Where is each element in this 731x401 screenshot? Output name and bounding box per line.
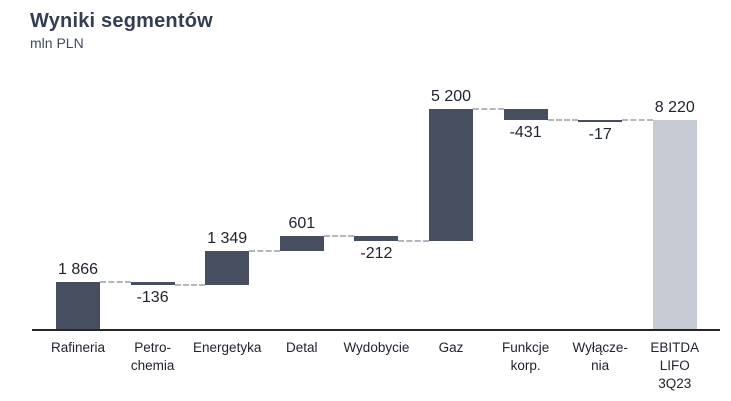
- category-label-3: Detal: [286, 340, 318, 355]
- category-label-1: Petro- chemia: [130, 340, 175, 373]
- value-label-7: -17: [588, 126, 612, 144]
- connector-4: [398, 239, 429, 242]
- value-label-3: 601: [288, 214, 316, 232]
- category-label-8: EBITDA LIFO 3Q23: [650, 340, 700, 391]
- category-label-5: Gaz: [438, 340, 464, 355]
- category-label-6: Funkcje korp.: [501, 340, 550, 373]
- value-label-6: -431: [509, 123, 542, 141]
- value-label-4: -212: [360, 244, 393, 262]
- bar-7: [578, 119, 623, 123]
- bar-2: [205, 250, 250, 286]
- value-label-8: 8 220: [654, 99, 695, 117]
- bar-8: [652, 120, 697, 329]
- connector-1: [174, 284, 206, 287]
- chart-header: Wyniki segmentów mln PLN: [30, 10, 213, 51]
- bar-3: [279, 235, 324, 251]
- connector-6: [547, 118, 579, 121]
- value-label-1: -136: [136, 289, 169, 307]
- waterfall-chart: 1 866 Rafineria -136 Petro- chemia 1 349 Ener…: [0, 80, 731, 401]
- category-label-0: Rafineria: [50, 340, 106, 355]
- bar-1: [130, 281, 175, 286]
- category-label-7: Wyłącze- nia: [572, 340, 628, 373]
- connector-2: [249, 249, 280, 252]
- category-label-2: Energetyka: [193, 340, 262, 355]
- value-label-5: 5 200: [430, 88, 472, 105]
- chart-subtitle: mln PLN: [30, 35, 84, 51]
- x-axis-line: [32, 329, 720, 331]
- bar-5: [429, 109, 473, 241]
- value-label-0: 1 866: [57, 260, 99, 278]
- value-label-2: 1 349: [207, 229, 248, 247]
- connector-7: [622, 119, 653, 122]
- category-label-4: Wydobycie: [343, 340, 410, 355]
- connector-0: [100, 280, 131, 283]
- bar-4: [354, 235, 399, 241]
- bar-0: [56, 281, 100, 329]
- connector-5: [473, 108, 504, 110]
- connector-3: [323, 234, 355, 237]
- chart-title: Wyniki segmentów: [30, 10, 213, 32]
- bar-6: [503, 109, 548, 120]
